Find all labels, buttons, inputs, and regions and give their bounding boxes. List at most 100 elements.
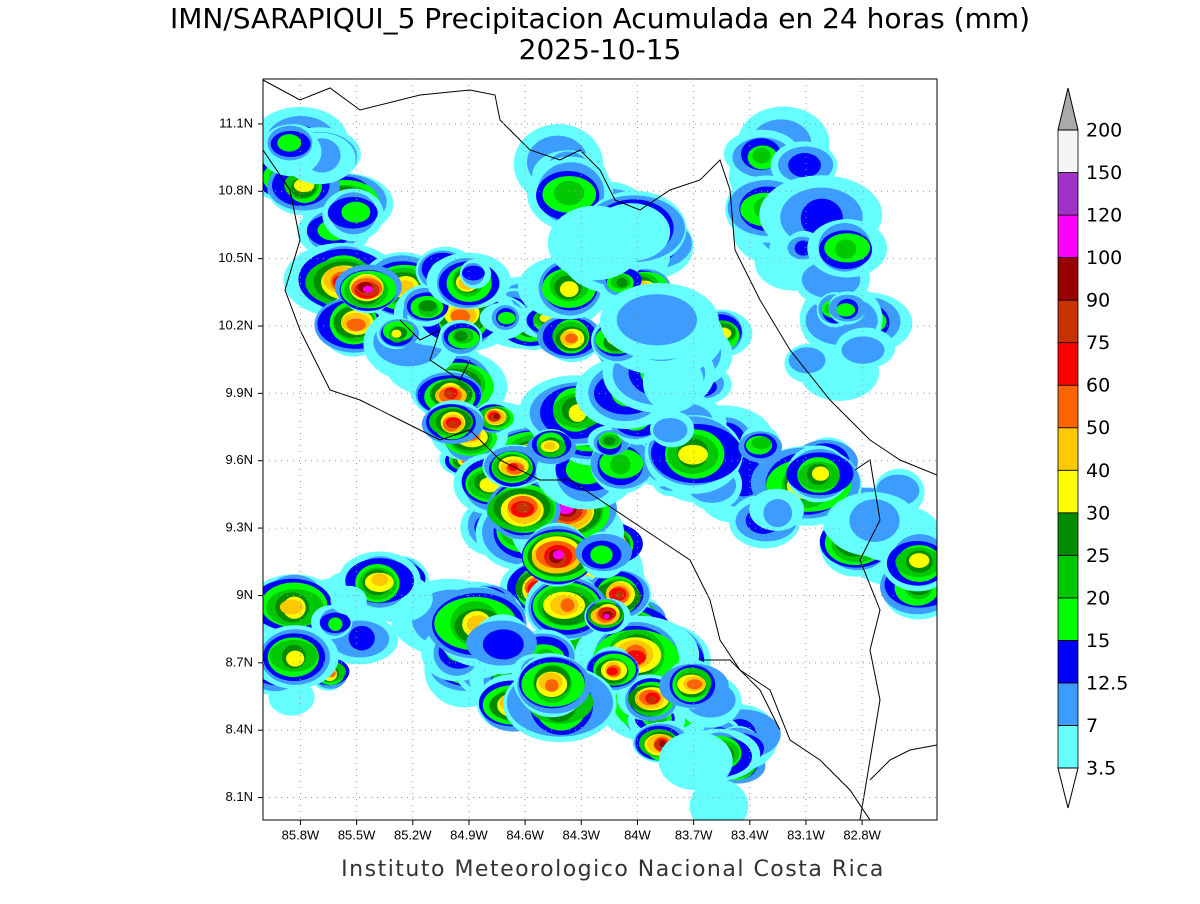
footer: Instituto Meteorologico Nacional Costa R…	[341, 857, 885, 882]
precip-cell	[286, 650, 305, 667]
precip-cell	[835, 239, 857, 259]
lon-tick-label: 85.2W	[394, 827, 432, 842]
precip-cell	[616, 294, 698, 346]
title: IMN/SARAPIQUI_5 Precipitacion Acumulada …	[170, 2, 1030, 35]
precip-cell	[371, 573, 389, 587]
subtitle: 2025-10-15	[519, 33, 682, 66]
colorbar-label: 150	[1086, 162, 1122, 184]
lon-tick-label: 85.5W	[338, 827, 376, 842]
colorbar-label: 7	[1086, 715, 1098, 737]
precip-cell	[603, 436, 616, 446]
lon-tick-label: 84.6W	[506, 827, 544, 842]
colorbar-box	[1057, 257, 1079, 301]
precip-cell	[811, 466, 830, 481]
colorbar-label: 25	[1086, 545, 1110, 567]
colorbar-box	[1057, 384, 1079, 429]
precip-cell	[606, 667, 618, 676]
colorbar-label: 30	[1086, 502, 1110, 524]
lat-tick-label: 10.5N	[218, 250, 253, 265]
precip-cell	[565, 333, 578, 344]
lon-tick-label: 83.1W	[787, 827, 825, 842]
colorbar-label: 100	[1086, 247, 1122, 269]
lat-tick-label: 10.2N	[218, 317, 253, 332]
precip-cell	[849, 499, 900, 543]
precip-cell	[615, 590, 625, 600]
precip-cell	[493, 413, 500, 419]
colorbar-box	[1057, 214, 1079, 258]
precip-cell	[362, 285, 373, 293]
lat-tick-label: 9.6N	[226, 452, 253, 467]
precip-cell	[447, 420, 459, 428]
precip-cell	[328, 617, 343, 631]
lat-tick-label: 11.1N	[219, 115, 253, 130]
colorbar-label: 20	[1086, 587, 1110, 609]
colorbar-box	[1057, 469, 1079, 514]
colorbar-box	[1057, 512, 1079, 556]
precip-cell	[545, 679, 559, 692]
colorbar-box	[1057, 427, 1079, 471]
colorbar-label: 15	[1086, 630, 1110, 652]
lon-tick-label: 84.3W	[562, 827, 600, 842]
lon-tick-label: 84.9W	[450, 827, 488, 842]
precip-cell	[553, 180, 585, 206]
lat-tick-label: 9.3N	[226, 520, 253, 535]
colorbar-label: 40	[1086, 460, 1110, 482]
precip-cell	[590, 545, 613, 565]
precip-cell	[462, 265, 485, 281]
colorbar-under	[1057, 767, 1079, 809]
precip-cell	[279, 599, 304, 615]
precip-cell	[751, 436, 772, 450]
colorbar-label: 12.5	[1086, 672, 1128, 694]
colorbar-label: 90	[1086, 290, 1110, 312]
coastlines	[263, 79, 937, 820]
colorbar-label: 50	[1086, 417, 1110, 439]
map-frame	[262, 78, 938, 821]
precip-cell	[686, 679, 703, 690]
precip-cell	[653, 417, 688, 443]
precip-cell	[616, 277, 628, 288]
colorbar-label: 75	[1086, 332, 1110, 354]
precip-cell	[391, 329, 402, 338]
lat-tick-label: 10.8N	[218, 183, 253, 198]
precip-cell	[788, 153, 821, 178]
precip-cell	[658, 731, 733, 791]
colorbar-over	[1057, 87, 1079, 131]
precip-cell	[516, 502, 531, 514]
colorbar-box	[1057, 554, 1079, 599]
precip-cell	[543, 441, 556, 450]
lon-tick-label: 83.7W	[675, 827, 713, 842]
colorbar-box	[1057, 129, 1079, 173]
precip-cell	[592, 203, 671, 262]
lat-tick-label: 8.1N	[226, 789, 253, 804]
lon-tick-label: 84W	[624, 827, 651, 842]
colorbar-box	[1057, 597, 1079, 641]
colorbar-label: 60	[1086, 375, 1110, 397]
colorbar-label: 3.5	[1086, 758, 1116, 780]
precip-cell	[560, 598, 575, 612]
colorbar-box	[1057, 172, 1079, 216]
precip-cell	[341, 201, 371, 223]
colorbar-box	[1057, 299, 1079, 344]
precip-cell	[603, 613, 610, 620]
precip-cell	[559, 281, 579, 298]
precip-cell	[454, 330, 468, 342]
precip-cell	[610, 454, 631, 475]
colorbar-box	[1057, 725, 1079, 769]
precip-cell	[346, 318, 366, 331]
colorbar-box	[1057, 640, 1079, 684]
precip-cell	[752, 147, 771, 164]
lon-tick-label: 83.4W	[731, 827, 769, 842]
precip-cell	[659, 740, 666, 748]
colorbar-label: 120	[1086, 205, 1122, 227]
precip-cell	[450, 309, 471, 324]
lat-tick-label: 8.7N	[226, 654, 253, 669]
precip-cell	[647, 696, 657, 704]
precip-cell	[348, 625, 375, 651]
precip-cell	[497, 311, 516, 325]
colorbar-box	[1057, 682, 1079, 726]
precip-field	[263, 106, 937, 820]
precip-cell	[330, 585, 367, 615]
precip-cell	[788, 347, 826, 374]
lon-tick-label: 82.8W	[843, 827, 881, 842]
precip-cell	[836, 303, 856, 317]
